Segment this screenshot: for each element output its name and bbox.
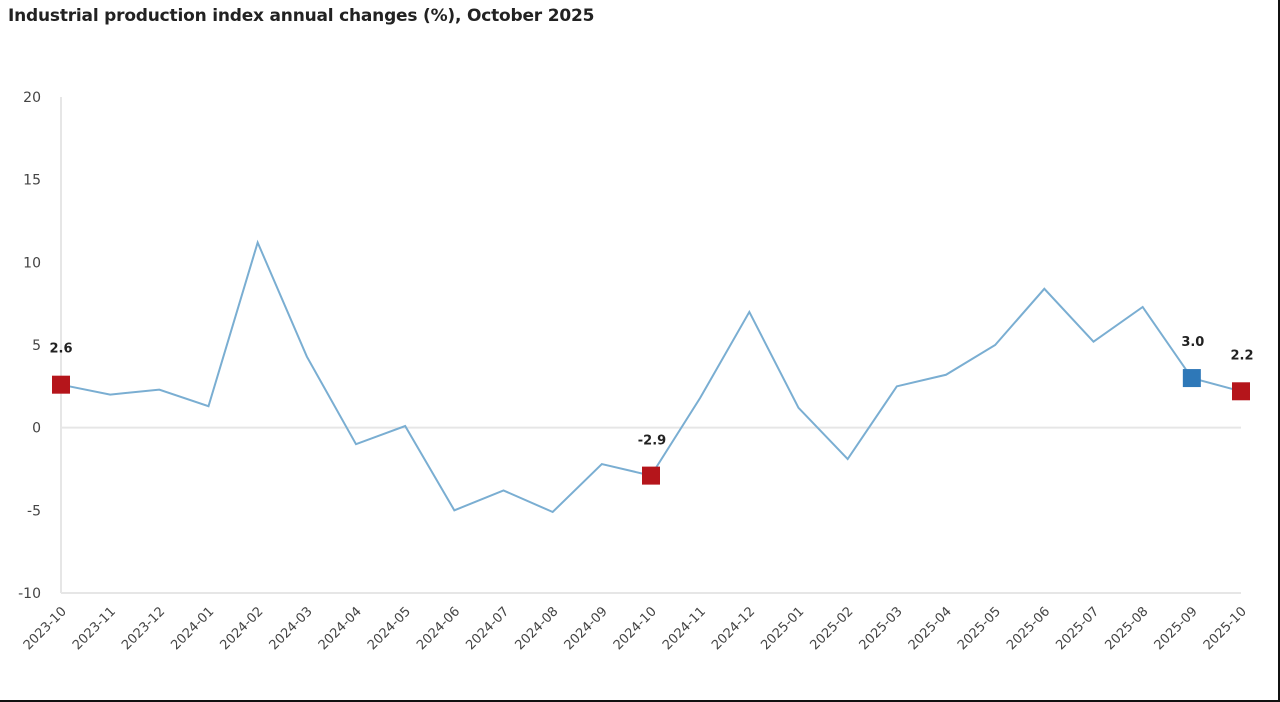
red-square-marker: [1232, 382, 1250, 401]
y-tick-label: 0: [32, 421, 41, 437]
data-label: 3.0: [1181, 335, 1204, 350]
x-tick-label: 2024-04: [316, 604, 365, 653]
red-square-marker: [642, 466, 660, 485]
x-tick-label: 2025-07: [1053, 604, 1102, 653]
x-tick-label: 2023-10: [21, 604, 70, 653]
x-tick-label: 2025-08: [1102, 604, 1151, 653]
x-tick-label: 2025-04: [906, 604, 955, 653]
x-tick-label: 2024-08: [512, 604, 561, 653]
x-tick-label: 2025-03: [857, 604, 906, 653]
x-tick-label: 2024-06: [414, 604, 463, 653]
red-square-marker: [52, 375, 70, 394]
x-tick-label: 2024-03: [267, 604, 316, 653]
x-tick-label: 2024-02: [217, 604, 266, 653]
x-tick-label: 2025-09: [1152, 604, 1201, 653]
x-tick-label: 2024-12: [709, 604, 758, 653]
y-tick-label: 10: [23, 255, 41, 271]
x-tick-label: 2025-06: [1004, 604, 1053, 653]
x-tick-label: 2024-11: [660, 604, 709, 653]
x-tick-label: 2025-10: [1201, 604, 1250, 653]
y-tick-label: -5: [27, 503, 41, 519]
data-label: -2.9: [638, 434, 666, 449]
x-tick-label: 2025-02: [807, 604, 856, 653]
x-tick-label: 2024-05: [365, 604, 414, 653]
x-tick-label: 2023-11: [70, 604, 119, 653]
y-tick-label: 5: [32, 338, 41, 354]
data-label: 2.2: [1230, 348, 1253, 363]
x-tick-label: 2025-01: [758, 604, 807, 653]
y-tick-label: 20: [23, 90, 41, 106]
chart-title: Industrial production index annual chang…: [8, 6, 595, 26]
x-tick-label: 2024-01: [168, 604, 217, 653]
x-tick-label: 2024-10: [611, 604, 660, 653]
x-tick-label: 2025-05: [955, 604, 1004, 653]
x-tick-label: 2024-09: [562, 604, 611, 653]
x-tick-label: 2024-07: [463, 604, 512, 653]
y-tick-label: 15: [23, 173, 41, 189]
y-tick-label: -10: [18, 586, 41, 602]
data-label: 2.6: [49, 342, 72, 357]
x-tick-label: 2023-12: [119, 604, 168, 653]
blue-square-marker: [1182, 369, 1201, 388]
